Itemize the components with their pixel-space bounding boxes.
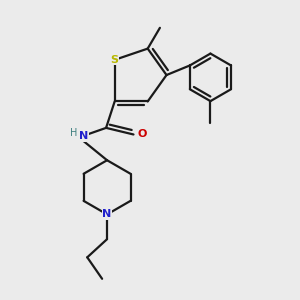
Text: S: S bbox=[111, 55, 119, 65]
Text: N: N bbox=[79, 131, 88, 141]
Text: H: H bbox=[70, 128, 78, 139]
Text: N: N bbox=[102, 209, 112, 219]
Text: O: O bbox=[137, 130, 146, 140]
